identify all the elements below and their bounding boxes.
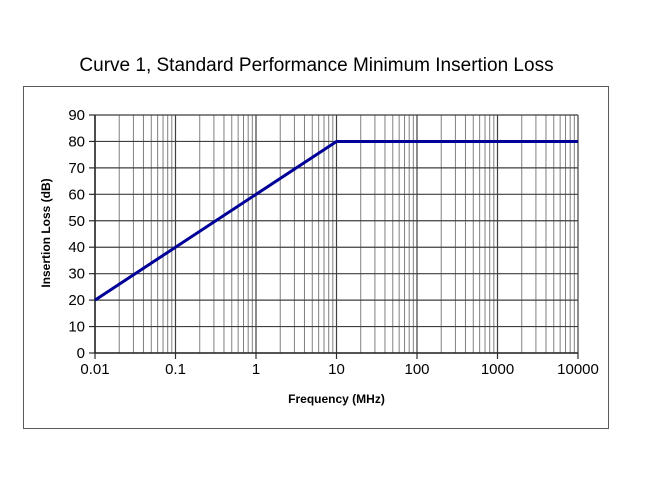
chart-title: Curve 1, Standard Performance Minimum In… (79, 55, 554, 76)
x-tick-label: 10000 (557, 361, 599, 378)
x-axis-label: Frequency (MHz) (288, 392, 385, 406)
series-line (94, 139, 578, 302)
y-tick-label: 40 (68, 239, 85, 256)
y-tick-label: 20 (68, 292, 85, 309)
y-tick-label: 90 (68, 107, 85, 124)
y-tick-label: 0 (77, 345, 85, 362)
x-tick-label: 10 (328, 361, 345, 378)
y-tick-label: 80 (68, 133, 85, 150)
x-tick-label: 1 (252, 361, 260, 378)
x-tick-label: 100 (404, 361, 429, 378)
y-tick-label: 30 (68, 266, 85, 283)
y-tick-label: 50 (68, 213, 85, 230)
y-tick-label: 70 (68, 160, 85, 177)
y-tick-label: 10 (68, 319, 85, 336)
chart-frame (23, 86, 609, 429)
y-tick-label: 60 (68, 186, 85, 203)
x-tick-label: 0.01 (80, 361, 109, 378)
x-tick-label: 1000 (481, 361, 514, 378)
x-tick-label: 0.1 (165, 361, 186, 378)
